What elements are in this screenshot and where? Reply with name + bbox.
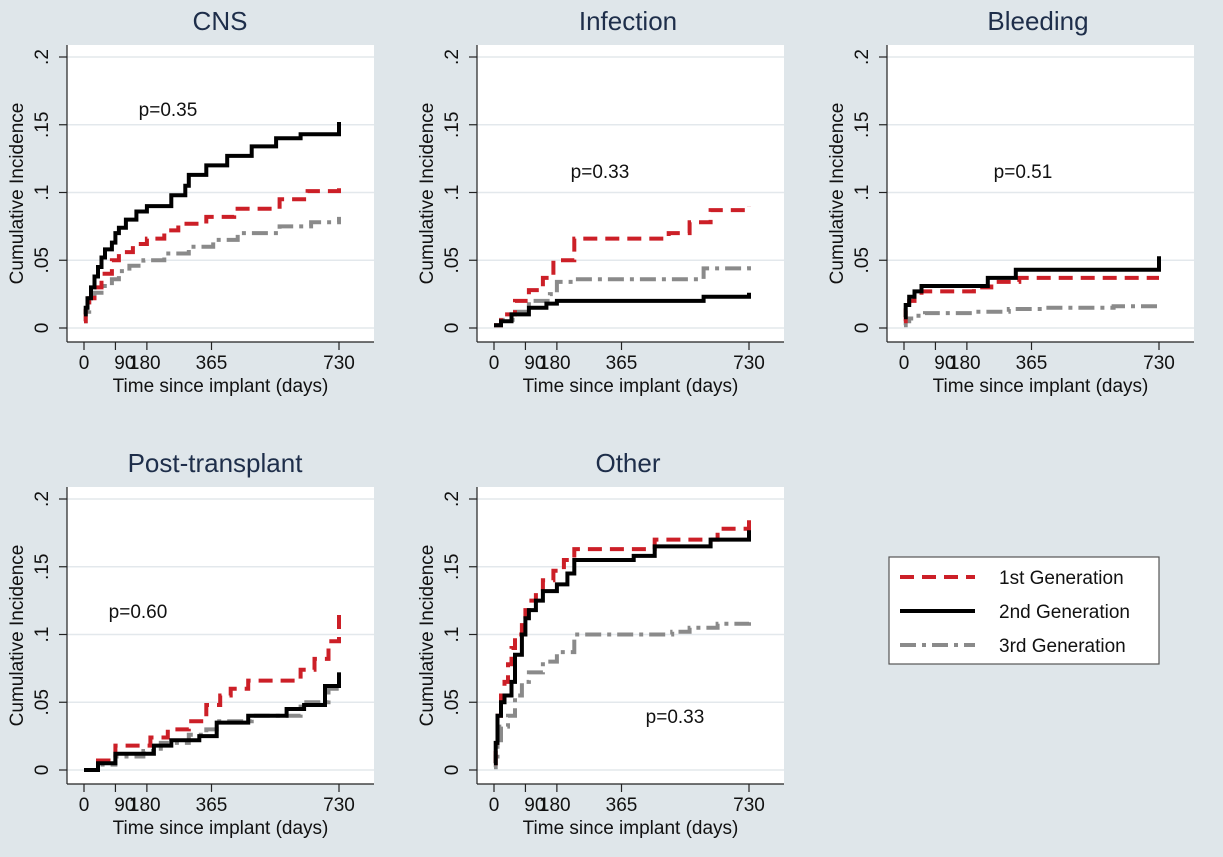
y-tick-label: .2 — [32, 491, 53, 507]
x-tick-label: 0 — [489, 353, 500, 374]
y-tick-label: .1 — [32, 185, 53, 201]
x-tick-label: 730 — [1143, 353, 1175, 374]
panel-title: Infection — [579, 6, 677, 36]
plot-area — [67, 45, 374, 342]
series-line — [84, 614, 341, 772]
y-tick-label: .1 — [442, 185, 463, 201]
x-tick-label: 0 — [79, 795, 90, 816]
x-axis-title: Time since implant (days) — [933, 376, 1149, 397]
legend-label: 2nd Generation — [999, 602, 1130, 623]
legend: 1st Generation 2nd Generation 3rd Generati… — [888, 556, 1160, 665]
y-tick-label: .1 — [852, 185, 873, 201]
x-tick-label: 90 — [934, 353, 955, 374]
x-tick-label: 365 — [606, 795, 638, 816]
y-tick-label: 0 — [852, 323, 873, 334]
x-tick-label: 90 — [114, 353, 135, 374]
legend-label: 1st Generation — [999, 568, 1124, 589]
series-line — [493, 618, 751, 770]
p-value-annotation: p=0.51 — [994, 162, 1053, 183]
p-value-annotation: p=0.35 — [139, 100, 198, 121]
y-axis-title: Cumulative Incidence — [7, 103, 28, 285]
x-tick-label: 180 — [539, 795, 571, 816]
y-tick-label: .1 — [442, 627, 463, 643]
panel-title: Bleeding — [987, 6, 1088, 36]
y-tick-label: .05 — [852, 247, 873, 273]
y-tick-label: .2 — [852, 49, 873, 65]
series-line — [903, 256, 1161, 320]
y-tick-label: .05 — [442, 689, 463, 715]
plot-area — [887, 45, 1194, 342]
x-tick-label: 90 — [524, 795, 545, 816]
series-line — [83, 185, 341, 324]
x-tick-label: 0 — [79, 353, 90, 374]
y-tick-label: .15 — [32, 554, 53, 580]
series-line — [494, 261, 751, 328]
y-tick-label: .1 — [32, 627, 53, 643]
y-tick-label: .2 — [32, 49, 53, 65]
y-tick-label: .15 — [442, 554, 463, 580]
panel-title: CNS — [193, 6, 248, 36]
x-tick-label: 730 — [733, 795, 765, 816]
x-axis-title: Time since implant (days) — [113, 376, 329, 397]
y-axis-title: Cumulative Incidence — [417, 545, 438, 727]
series-line — [903, 304, 1161, 328]
x-tick-label: 0 — [489, 795, 500, 816]
y-axis-title: Cumulative Incidence — [7, 545, 28, 727]
x-tick-label: 180 — [539, 353, 571, 374]
x-tick-label: 730 — [323, 795, 355, 816]
panel-title: Other — [595, 448, 660, 478]
x-tick-label: 730 — [733, 353, 765, 374]
x-tick-label: 730 — [323, 353, 355, 374]
y-tick-label: .2 — [442, 491, 463, 507]
panel-title: Post-transplant — [128, 448, 304, 478]
p-value-annotation: p=0.60 — [109, 602, 168, 623]
legend-label: 3rd Generation — [999, 636, 1126, 657]
y-tick-label: 0 — [442, 765, 463, 776]
y-tick-label: .15 — [442, 112, 463, 138]
y-tick-label: .05 — [32, 247, 53, 273]
y-tick-label: 0 — [32, 323, 53, 334]
x-tick-label: 0 — [899, 353, 910, 374]
y-tick-label: .15 — [852, 112, 873, 138]
x-tick-label: 365 — [606, 353, 638, 374]
y-tick-label: 0 — [32, 765, 53, 776]
x-tick-label: 365 — [196, 795, 228, 816]
x-axis-title: Time since implant (days) — [113, 818, 329, 839]
y-tick-label: .2 — [442, 49, 463, 65]
y-tick-label: 0 — [442, 323, 463, 334]
x-tick-label: 365 — [1016, 353, 1048, 374]
y-axis-title: Cumulative Incidence — [827, 103, 848, 285]
series-line — [494, 292, 751, 328]
x-axis-title: Time since implant (days) — [523, 818, 739, 839]
x-tick-label: 180 — [949, 353, 981, 374]
y-tick-label: .15 — [32, 112, 53, 138]
p-value-annotation: p=0.33 — [571, 162, 630, 183]
x-tick-label: 180 — [129, 353, 161, 374]
x-tick-label: 90 — [524, 353, 545, 374]
series-line — [83, 122, 341, 317]
y-tick-label: .05 — [442, 247, 463, 273]
series-line — [494, 206, 751, 328]
p-value-annotation: p=0.33 — [646, 707, 705, 728]
y-tick-label: .05 — [32, 689, 53, 715]
series-line — [84, 672, 341, 772]
y-axis-title: Cumulative Incidence — [417, 103, 438, 285]
x-axis-title: Time since implant (days) — [523, 376, 739, 397]
series-line — [493, 530, 751, 766]
plot-area — [67, 487, 374, 784]
x-tick-label: 365 — [196, 353, 228, 374]
x-tick-label: 90 — [114, 795, 135, 816]
x-tick-label: 180 — [129, 795, 161, 816]
